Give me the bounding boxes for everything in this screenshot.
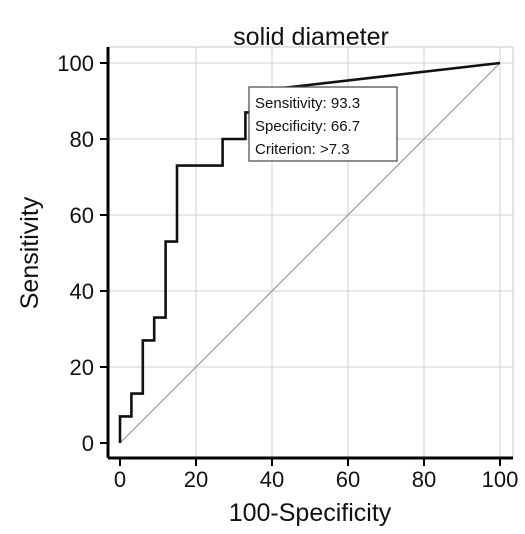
y-tick-label-1: 20	[70, 355, 94, 380]
y-tick-label-4: 80	[70, 127, 94, 152]
y-tick-label-3: 60	[70, 203, 94, 228]
annotation-box-frame	[248, 86, 398, 162]
annotation-criterion: Criterion: >7.3	[255, 141, 350, 158]
y-tick-label-5: 100	[57, 51, 94, 76]
x-tick-label-3: 60	[336, 467, 360, 492]
ticks: 0 20 40 60 80 100 0 20 40 60 80 100	[57, 51, 518, 492]
annotation-sensitivity: Sensitivity: 93.3	[255, 95, 360, 112]
chart-title: solid diameter	[233, 23, 389, 51]
x-axis-label: 100-Specificity	[229, 499, 392, 527]
annotation-specificity: Specificity: 66.7	[255, 118, 360, 135]
annotation-box: Sensitivity: 93.3 Specificity: 66.7 Crit…	[248, 86, 398, 162]
roc-curve	[118, 61, 501, 443]
x-tick-label-1: 20	[184, 467, 208, 492]
x-tick-label-0: 0	[114, 467, 126, 492]
y-tick-label-0: 0	[82, 431, 94, 456]
x-tick-label-5: 100	[482, 467, 519, 492]
x-tick-label-4: 80	[412, 467, 436, 492]
series-group	[118, 61, 501, 444]
y-tick-label-2: 40	[70, 279, 94, 304]
x-tick-label-2: 40	[260, 467, 284, 492]
y-axis-label: Sensitivity	[16, 196, 44, 309]
reference-diagonal	[119, 62, 501, 444]
